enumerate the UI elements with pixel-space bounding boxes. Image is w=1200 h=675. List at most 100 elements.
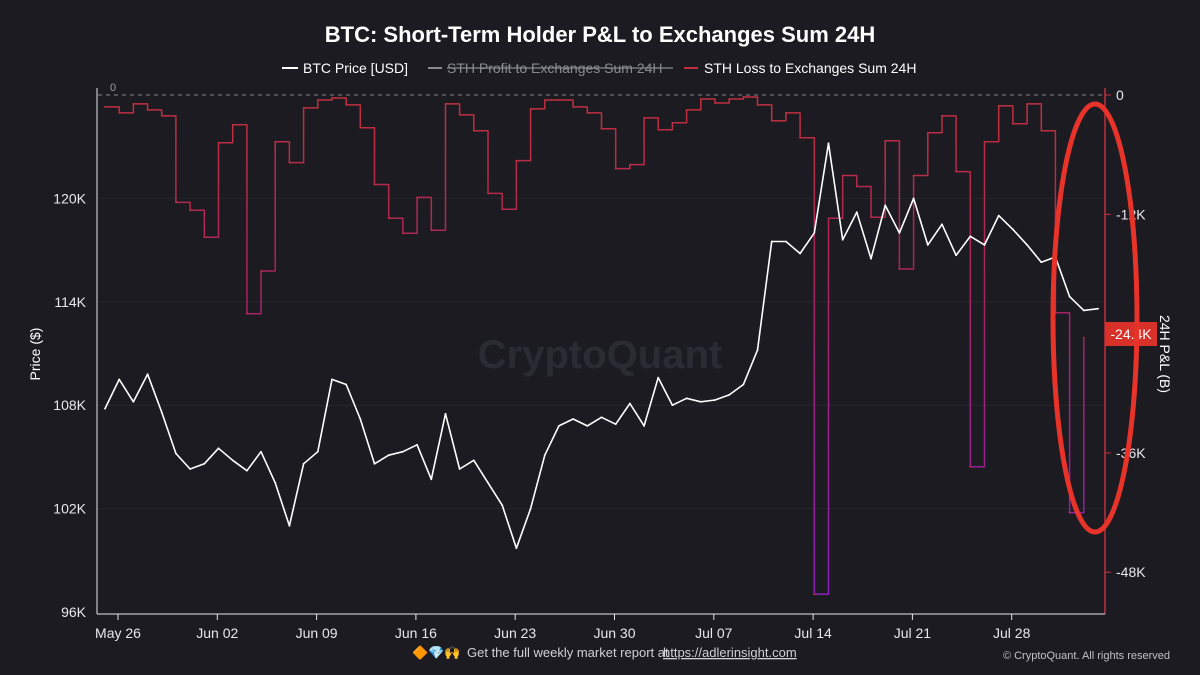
price-point <box>515 547 518 550</box>
loss-point <box>855 185 858 188</box>
x-tick-label: Jun 30 <box>593 625 635 641</box>
price-point <box>331 378 333 381</box>
loss-point <box>799 136 801 139</box>
footer-emojis: 🔶💎🙌 <box>412 645 461 660</box>
loss-point <box>274 140 277 143</box>
loss-point <box>231 123 234 126</box>
loss-point <box>373 183 376 186</box>
loss-point <box>472 129 475 132</box>
loss-point <box>1026 103 1028 105</box>
price-point <box>444 412 447 415</box>
price-point <box>884 204 887 207</box>
price-point <box>1097 307 1099 310</box>
price-point <box>770 240 773 243</box>
price-point <box>628 402 631 405</box>
loss-point <box>955 170 958 173</box>
loss-point <box>104 106 106 108</box>
loss-point <box>501 208 504 211</box>
price-point <box>742 383 745 386</box>
price-point <box>543 454 546 457</box>
legend: BTC Price [USD] STH Profit to Exchanges … <box>282 60 916 76</box>
loss-point <box>217 141 220 144</box>
price-point <box>855 211 858 214</box>
right-tick-label: -48K <box>1116 564 1146 580</box>
loss-point <box>756 104 759 106</box>
price-point <box>203 462 206 465</box>
price-point <box>104 407 106 410</box>
price-point <box>997 214 1000 217</box>
price-point <box>926 244 929 246</box>
loss-point <box>1040 129 1043 132</box>
price-point <box>572 418 575 420</box>
price-point <box>175 452 177 455</box>
x-tick-label: Jul 28 <box>993 625 1031 641</box>
price-point <box>955 254 958 257</box>
footer: 🔶💎🙌 Get the full weekly market report at… <box>412 645 1170 662</box>
loss-point <box>785 111 787 114</box>
price-point <box>288 524 291 527</box>
loss-point <box>387 217 390 220</box>
legend-item-loss[interactable]: STH Loss to Exchanges Sum 24H <box>704 60 916 76</box>
current-value-badge: -24.4K <box>1105 322 1157 346</box>
price-point <box>416 443 418 446</box>
price-point <box>458 468 461 470</box>
price-point <box>118 378 121 381</box>
current-value-badge-bg <box>1105 322 1157 346</box>
footer-link[interactable]: https://adlerinsight.com <box>663 645 797 660</box>
price-point <box>274 481 277 484</box>
price-point <box>728 393 731 396</box>
loss-point <box>1011 122 1014 125</box>
loss-point <box>529 108 532 110</box>
loss-point <box>416 196 418 199</box>
price-point <box>529 507 532 510</box>
price-point <box>260 450 262 453</box>
x-tick-label: Jun 09 <box>296 625 338 641</box>
right-axis-title: 24H P&L (B) <box>1157 315 1173 393</box>
loss-point <box>884 139 887 142</box>
price-point <box>1011 228 1014 231</box>
loss-point <box>515 159 518 162</box>
highlight-ellipse <box>1050 101 1140 535</box>
price-point <box>472 459 475 462</box>
x-axis-ticks: May 26 Jun 02 Jun 09 Jun 16 Jun 23 Jun 30 Jul … <box>95 614 1031 641</box>
price-point <box>345 383 348 386</box>
right-tick-label: -36K <box>1116 445 1146 461</box>
loss-point <box>302 107 305 109</box>
zero-line-label: 0 <box>110 82 116 94</box>
loss-point <box>714 102 716 104</box>
loss-point <box>997 105 1000 107</box>
loss-point <box>657 128 660 131</box>
price-point <box>373 462 376 465</box>
price-point <box>714 399 716 401</box>
loss-point <box>487 192 489 195</box>
loss-point <box>728 98 731 100</box>
series-btc-price-points <box>104 142 1099 550</box>
current-value-badge-text: -24.4K <box>1110 326 1152 342</box>
left-tick-label: 114K <box>54 294 86 310</box>
price-point <box>1040 261 1043 264</box>
price-point <box>699 400 702 403</box>
left-tick-label: 108K <box>53 397 86 413</box>
loss-point <box>402 232 404 235</box>
price-point <box>912 197 915 200</box>
price-point <box>671 404 674 407</box>
price-point <box>146 373 149 376</box>
legend-item-price[interactable]: BTC Price [USD] <box>303 60 408 76</box>
loss-point <box>132 103 135 105</box>
price-point <box>983 244 986 246</box>
chart-title: BTC: Short-Term Holder P&L to Exchanges … <box>325 22 876 47</box>
loss-point <box>827 217 830 220</box>
left-tick-label: 102K <box>53 501 86 517</box>
loss-point <box>813 593 816 596</box>
loss-point <box>926 131 929 134</box>
loss-point <box>600 127 603 130</box>
left-tick-label: 96K <box>61 604 87 620</box>
price-point <box>785 240 787 243</box>
x-tick-label: Jun 02 <box>196 625 238 641</box>
loss-point <box>671 121 674 124</box>
price-point <box>558 424 560 427</box>
right-tick-label: 0 <box>1116 87 1124 103</box>
loss-point <box>288 161 291 164</box>
price-point <box>898 231 901 234</box>
loss-point <box>586 111 589 114</box>
